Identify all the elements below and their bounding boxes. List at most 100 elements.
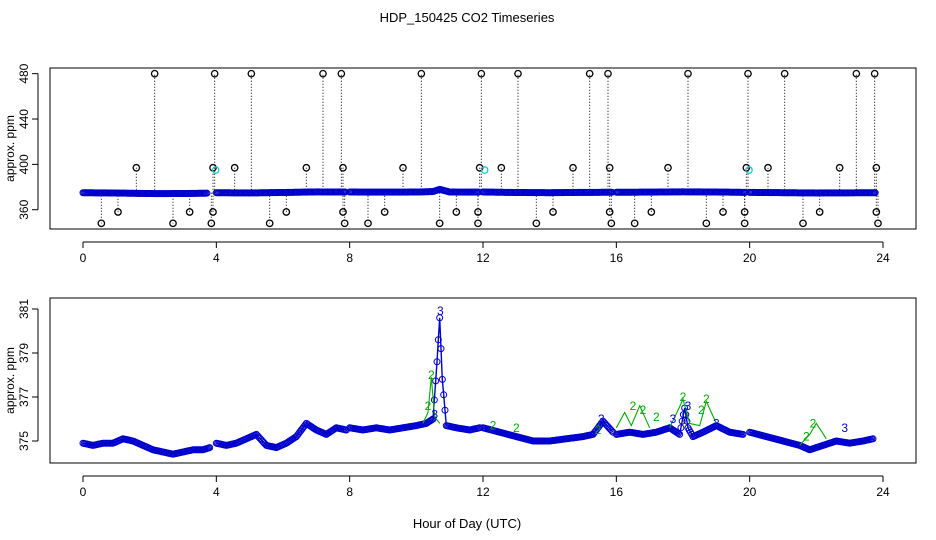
spike-point: [150, 69, 159, 78]
series-point-blue: [434, 336, 442, 344]
series-point-blue: [441, 406, 449, 414]
spike-point: [247, 69, 256, 78]
series-point-blue: [869, 435, 877, 443]
spike-point: [497, 163, 506, 172]
series-marker-label: 3: [598, 412, 605, 426]
spike-point: [647, 208, 656, 216]
x-tick-label: 12: [476, 251, 490, 265]
series-marker-label: 2: [680, 390, 687, 404]
spike-point: [97, 219, 106, 228]
spike-point: [302, 163, 311, 172]
cyan-point: [480, 166, 489, 174]
series-line-blue: [349, 317, 480, 431]
spike-point: [607, 219, 616, 228]
baseline-point: [871, 189, 879, 197]
spike-point: [452, 208, 461, 216]
spike-point: [870, 69, 879, 78]
series-marker-label: 3: [437, 304, 444, 318]
spike-point: [549, 208, 557, 216]
series-marker-label: 3: [713, 416, 720, 430]
spike-point: [185, 208, 194, 216]
series-line-green: [422, 377, 441, 424]
series-marker-label: 2: [810, 416, 817, 430]
x-tick-label: 24: [876, 251, 890, 265]
spike-point: [339, 208, 347, 216]
series-point-blue: [674, 430, 682, 438]
spike-point: [265, 219, 274, 228]
series-marker-label: 2: [698, 403, 705, 417]
series-point-blue: [437, 345, 445, 353]
top-panel: 0 4 8 12 16 20 24 360 400 440 480 approx. ppm: [3, 63, 917, 265]
series-marker-label: 2: [630, 399, 637, 413]
spike-point: [532, 219, 541, 228]
spike-point: [764, 163, 772, 172]
series-point-blue: [682, 411, 690, 419]
x-tick-label: 16: [610, 485, 624, 499]
spike-point: [339, 163, 347, 172]
series-marker-label: 2: [653, 410, 660, 424]
spike-point: [780, 69, 789, 78]
spike-point: [815, 208, 824, 216]
series-marker-label: 2: [428, 368, 435, 382]
spike-point: [719, 208, 727, 216]
spike-point: [664, 163, 672, 172]
spike-point: [872, 163, 881, 172]
y-tick-label: 400: [17, 154, 31, 174]
chart-title: HDP_150425 CO2 Timeseries: [380, 10, 555, 25]
cyan-point: [211, 166, 220, 174]
x-tick-label: 20: [743, 485, 757, 499]
series-point-blue: [739, 430, 747, 438]
series-marker-label: 2: [703, 392, 710, 406]
series-line-green: [615, 404, 651, 429]
spike-point: [852, 69, 861, 78]
x-tick-label: 8: [346, 485, 353, 499]
spike-point: [605, 208, 614, 216]
plot-frame: [49, 67, 917, 230]
series-point-blue: [683, 417, 691, 425]
series-marker-label: 3: [841, 421, 848, 435]
series-point-blue: [677, 424, 685, 432]
spike-point: [209, 208, 217, 216]
series-marker-label: 2: [640, 403, 647, 417]
spike-point: [874, 219, 882, 228]
spike-point: [835, 163, 844, 172]
spike-point: [337, 69, 346, 78]
series-marker-label: 3: [685, 399, 692, 413]
spike-point: [474, 208, 482, 216]
spike-point: [435, 219, 444, 228]
spike-point: [230, 163, 239, 172]
series-point-blue: [432, 377, 440, 385]
spike-point: [477, 69, 486, 78]
x-tick-label: 20: [743, 251, 757, 265]
series-point-blue: [679, 411, 687, 419]
x-tick-label: 16: [610, 251, 624, 265]
spike-point: [604, 69, 612, 78]
baseline-point: [203, 189, 211, 197]
spike-point: [740, 219, 749, 228]
x-tick-label: 24: [876, 485, 890, 499]
spike-point: [282, 208, 291, 216]
series-point-blue: [438, 375, 446, 383]
series-point-blue: [608, 427, 616, 435]
series-marker-label: 2: [803, 430, 810, 444]
spike-point: [740, 208, 749, 216]
x-tick-label: 0: [80, 251, 87, 265]
spike-point: [872, 208, 881, 216]
x-tick-label: 8: [346, 251, 353, 265]
spike-point: [364, 219, 372, 228]
spike-point: [169, 219, 177, 228]
y-tick-label: 375: [17, 431, 31, 451]
series-point-blue: [428, 416, 436, 424]
spike-point: [210, 69, 219, 78]
spike-point: [340, 219, 349, 228]
spike-point: [585, 69, 594, 78]
spike-point: [399, 163, 407, 172]
y-tick-label: 440: [17, 109, 31, 129]
y-tick-label: 377: [17, 387, 31, 407]
spike-point: [569, 163, 577, 172]
spike-point: [417, 69, 426, 78]
y-axis-label: approx. ppm: [3, 347, 17, 414]
x-tick-label: 4: [213, 251, 220, 265]
spike-point: [474, 219, 482, 228]
